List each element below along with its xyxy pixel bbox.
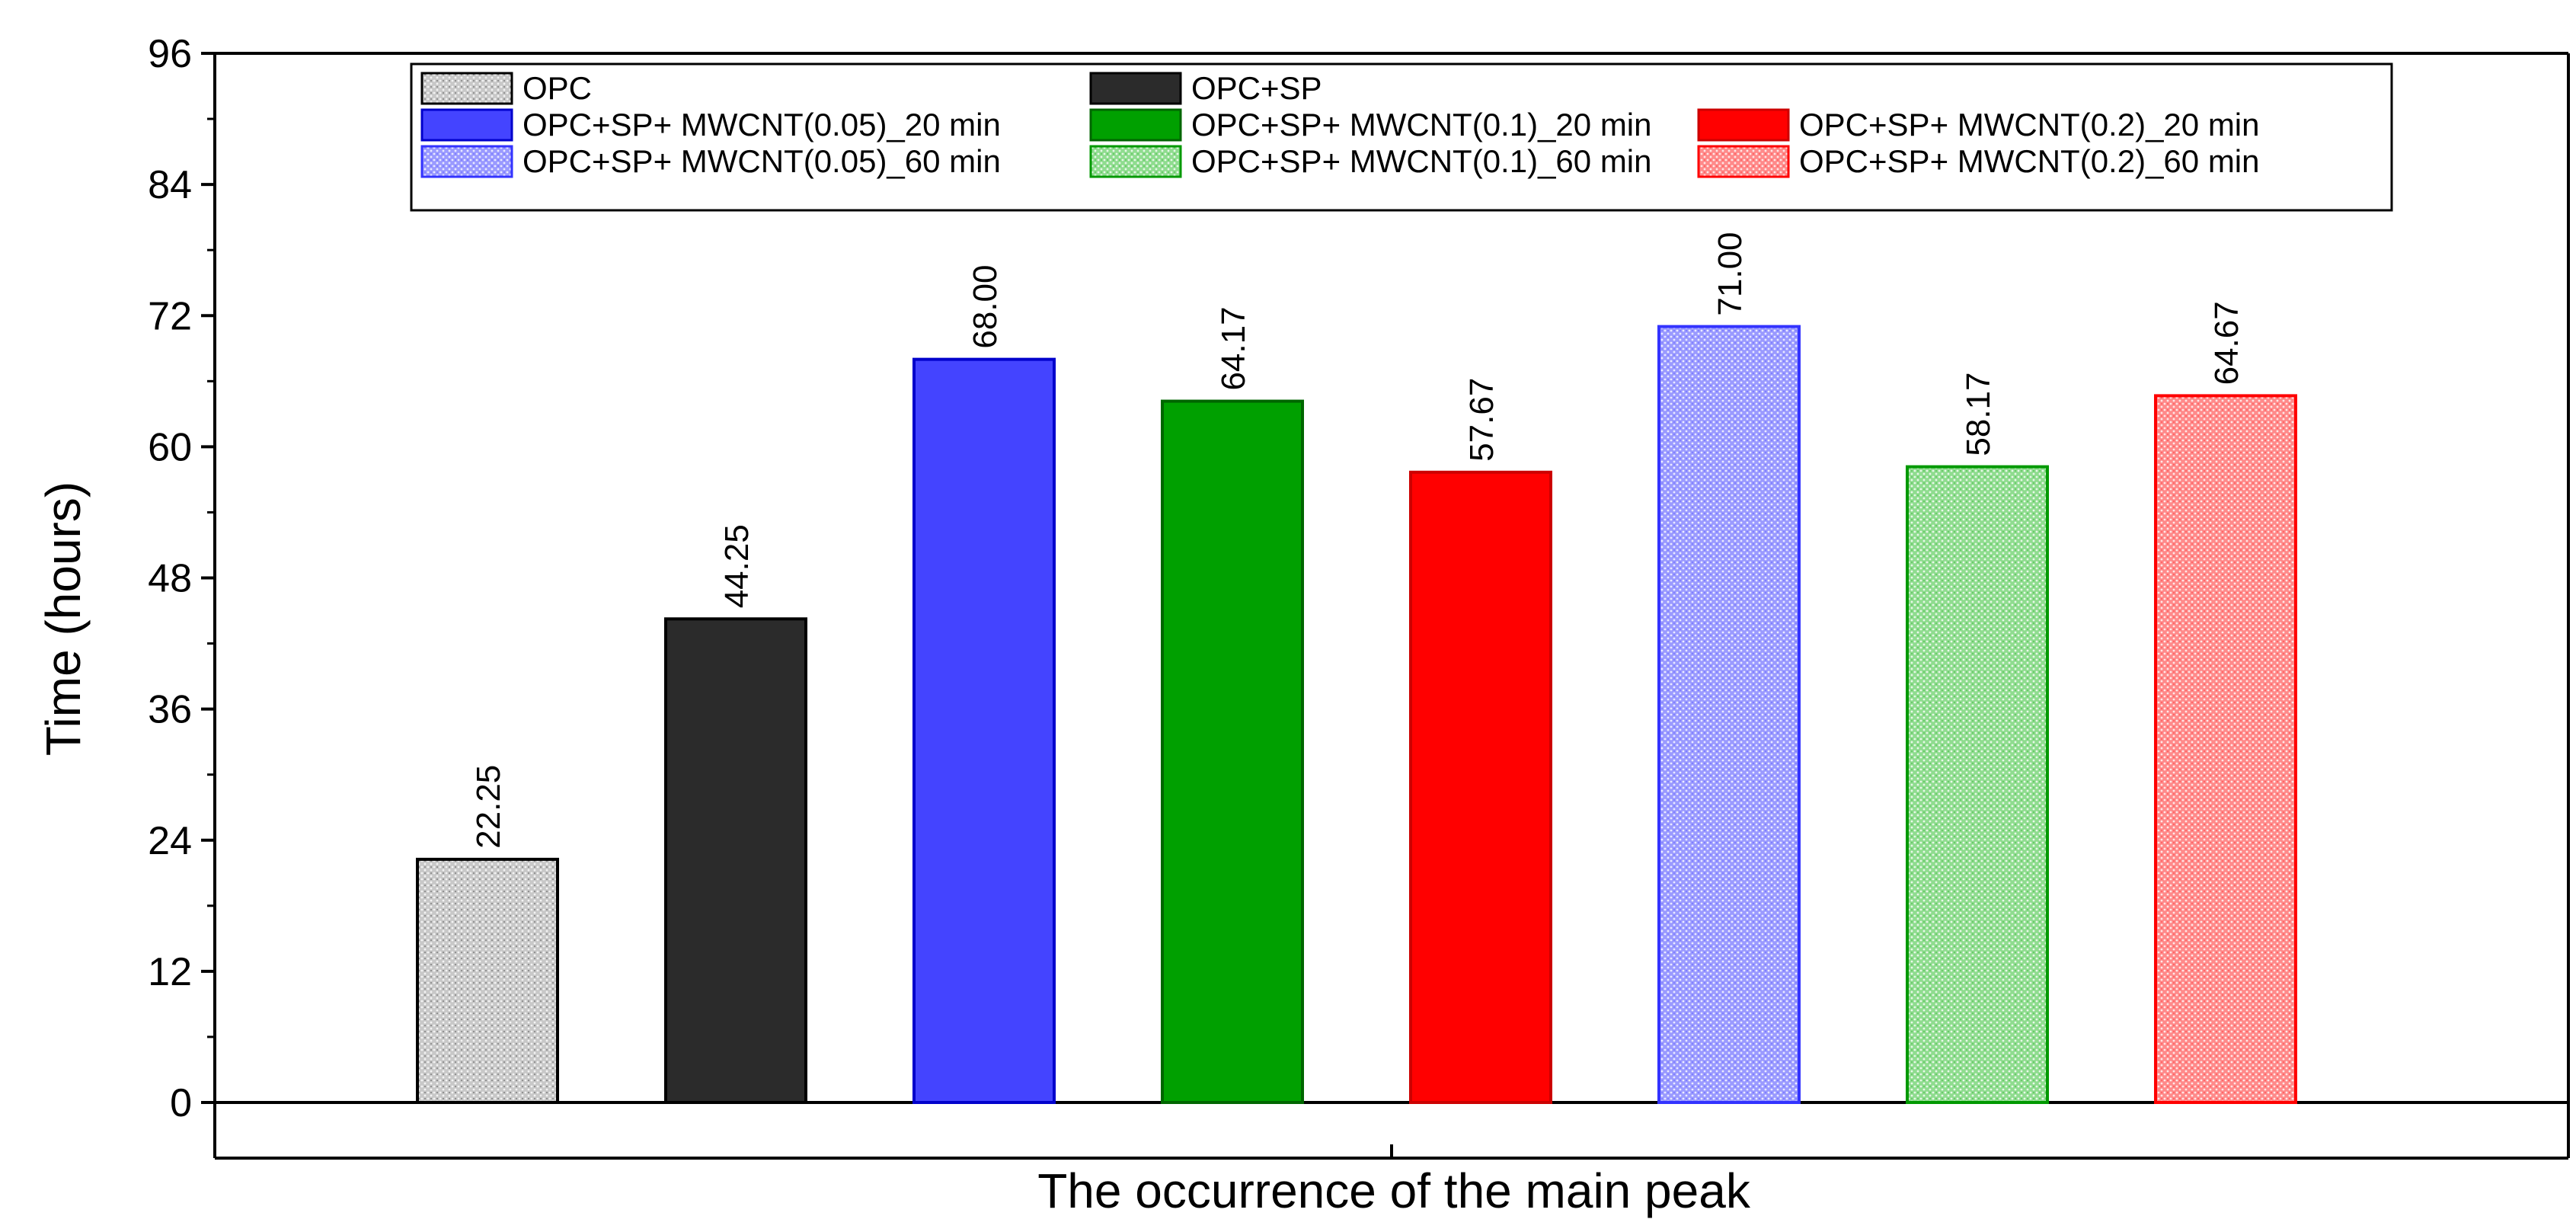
legend-swatch (420, 72, 513, 105)
legend-swatch (420, 108, 513, 142)
legend-box (410, 62, 2393, 212)
y-tick-label: 60 (148, 425, 192, 469)
legend-swatch (1089, 145, 1182, 178)
data-label: 57.67 (1463, 378, 1501, 462)
legend-swatch (1697, 108, 1790, 142)
y-tick-label: 72 (148, 294, 192, 338)
bar (1657, 325, 1801, 1104)
bar (912, 357, 1056, 1104)
y-axis: 0 12 24 36 48 60 72 84 96 (148, 32, 215, 1125)
legend-label: OPC+SP (1191, 70, 1322, 106)
y-tick-label: 12 (148, 950, 192, 994)
value-labels: 22.25 44.25 68.00 64.17 57.67 71.00 58.17 64.67 (470, 232, 2245, 848)
bar (1161, 399, 1304, 1104)
data-label: 22.25 (470, 765, 507, 849)
y-tick-label: 0 (170, 1081, 192, 1125)
legend-label: OPC+SP+ MWCNT(0.1)_20 min (1191, 107, 1652, 142)
y-tick-label: 48 (148, 557, 192, 601)
bar (1409, 470, 1552, 1104)
legend-swatch (1089, 108, 1182, 142)
y-axis-title: Time (hours) (36, 482, 91, 756)
legend-swatch (1089, 72, 1182, 105)
y-tick-label: 24 (148, 819, 192, 863)
bar (2154, 394, 2297, 1104)
data-label: 64.17 (1215, 306, 1252, 390)
legend-label: OPC+SP+ MWCNT(0.05)_60 min (523, 143, 1001, 179)
data-label: 58.17 (1960, 373, 1997, 456)
x-axis-title: The occurrence of the main peak (1037, 1163, 1751, 1218)
y-tick-label: 36 (148, 688, 192, 732)
legend-swatch (420, 145, 513, 178)
legend-label: OPC+SP+ MWCNT(0.2)_60 min (1799, 143, 2260, 179)
data-label: 71.00 (1711, 232, 1749, 315)
data-label: 68.00 (967, 265, 1004, 349)
legend-label: OPC (523, 70, 592, 106)
bars (416, 325, 2297, 1104)
y-tick-label: 96 (148, 32, 192, 76)
legend-label: OPC+SP+ MWCNT(0.2)_20 min (1799, 107, 2260, 142)
legend-label: OPC+SP+ MWCNT(0.1)_60 min (1191, 143, 1652, 179)
bar (1906, 465, 2049, 1104)
bar (416, 857, 559, 1104)
legend-label: OPC+SP+ MWCNT(0.05)_20 min (523, 107, 1001, 142)
bar (664, 617, 807, 1104)
y-tick-label: 84 (148, 163, 192, 207)
data-label: 44.25 (718, 524, 756, 608)
legend-swatch (1697, 145, 1790, 178)
data-label: 64.67 (2208, 301, 2245, 385)
